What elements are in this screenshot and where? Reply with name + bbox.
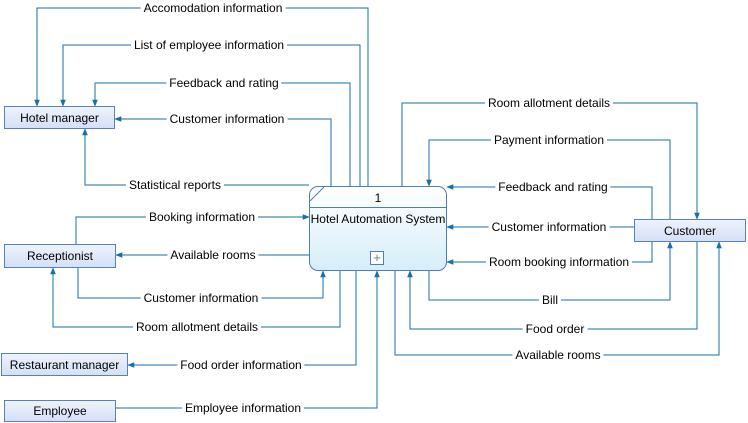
flow-label-room-booking-information: Room booking information [485,255,633,269]
flow-label-available-rooms: Available rooms [167,248,259,262]
flow-label-food-order: Food order [522,322,588,336]
process-id: 1 [374,191,382,205]
flow-line-statistical-reports [82,128,309,186]
flow-label-food-order-information: Food order information [177,358,305,372]
flow-line-food-order-information [127,271,357,368]
entity-label: Hotel manager [20,110,99,125]
flow-label-payment-information: Payment information [490,133,608,147]
flow-label-customer-information: Customer information [166,112,288,126]
entity-restaurant-manager[interactable]: Restaurant manager [1,353,128,376]
flow-label-room-allotment-details: Room allotment details [484,96,614,110]
entity-receptionist[interactable]: Receptionist [4,244,116,268]
page-fold-icon [310,187,324,201]
entity-label: Employee [33,404,87,418]
flow-label-feedback-and-rating: Feedback and rating [166,76,282,90]
flow-label-booking-information: Booking information [145,210,259,224]
flow-line-bill [428,241,673,301]
flow-line-customer-information [114,116,332,186]
flow-label-accomodation-information: Accomodation information [140,1,286,15]
flow-label-list-of-employee-information: List of employee information [130,38,288,52]
process-divider [310,207,446,208]
flow-label-available-rooms: Available rooms [512,348,604,362]
flow-label-feedback-and-rating: Feedback and rating [495,180,611,194]
entity-employee[interactable]: Employee [4,400,116,422]
entity-label: Receptionist [26,249,94,263]
flow-label-customer-information: Customer information [488,220,610,234]
entity-label: Customer [663,223,716,238]
flow-line-feedback-and-rating [92,82,351,186]
entity-label: Restaurant manager [9,357,120,372]
flow-label-customer-information: Customer information [140,291,262,305]
plus-icon[interactable]: + [370,251,384,265]
flow-label-statistical-reports: Statistical reports [125,178,225,192]
flow-line-accomodation-information [34,7,369,186]
process-name: Hotel Automation System [310,212,446,226]
flow-label-bill: Bill [538,293,562,307]
flow-label-employee-information: Employee information [181,401,305,415]
flow-label-room-allotment-details: Room allotment details [132,320,262,334]
entity-hotel-manager[interactable]: Hotel manager [4,106,115,129]
process-hotel-automation-system[interactable]: 1 Hotel Automation System + [309,186,447,271]
entity-customer[interactable]: Customer [634,219,746,242]
